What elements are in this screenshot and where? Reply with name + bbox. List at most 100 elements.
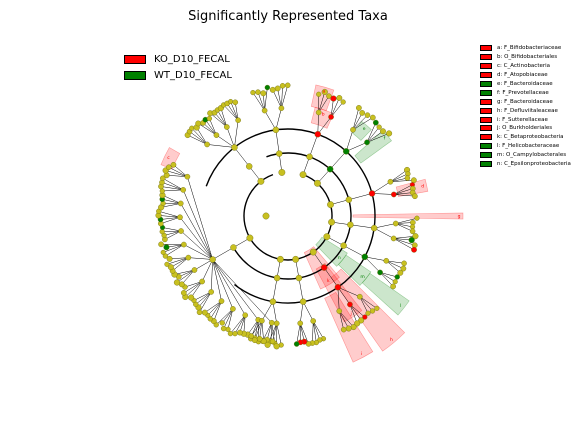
taxa-label: b: O_Bifidobacteriales [497,54,558,61]
family-node [377,269,383,276]
tree-edge [194,259,213,271]
genus-node [269,338,276,345]
clade-letter-d: d [421,184,424,190]
clade-letter-l: l [400,303,401,309]
genus-node [237,329,243,336]
taxa-label: d: F_Atopobiaceae [497,72,548,79]
family-node [364,139,370,146]
tree-edge [352,117,373,130]
genus-node [408,236,415,244]
family-node [392,220,399,227]
genus-node [189,125,195,131]
clade-letters: a b c d e f g h i j k l m n [167,90,460,358]
tree-edge [337,287,351,305]
taxa-label: n: C_Epsilonproteobacteria [497,161,571,168]
tree-edge [312,320,324,339]
genus-node [336,95,343,101]
tree-edge [234,120,239,148]
tree-edge [179,217,213,260]
tree-edge [181,269,195,285]
family-node [328,114,334,120]
tree-edge [266,322,272,340]
tree-edge [187,176,213,260]
tree-edge [251,320,263,337]
family-node [350,126,356,133]
taxa-legend-item: g: F_Bacteroidaceae [480,97,571,106]
taxa-label: m: O_Campylobacterales [497,152,567,159]
family-node [315,109,322,116]
taxa-legend-item: i: F_Sutterellaceae [480,115,571,124]
class-swatch-wt [124,71,146,80]
tree-edge [372,193,394,195]
tree-edge [165,170,188,177]
clade-letter-g: g [458,215,461,220]
taxa-legend-item: m: O_Campylobacterales [480,151,571,160]
tree-edge [386,260,405,264]
class-node [320,264,328,271]
clade-letter-f: f [384,135,386,141]
family-node [261,107,268,114]
class-node [347,221,354,228]
genus-node [256,335,263,342]
taxa-legend-item: d: F_Atopobiaceae [480,71,571,80]
tree-edge [164,230,182,236]
tree-edge [281,85,288,109]
tree-edge [330,98,334,117]
tree-edge [212,259,259,320]
genus-node [166,164,172,170]
tree-edge [220,108,228,128]
tree-edge [207,144,235,148]
order-node [361,253,369,261]
order-node [299,298,307,305]
genus-node [248,333,255,339]
genus-node [158,241,164,248]
tree-edge [380,272,398,278]
taxa-swatch [480,107,492,114]
order-node [370,224,378,232]
genus-node [273,343,280,350]
tree-edge [227,308,234,330]
class-node [230,244,237,251]
tree-edge [217,109,228,128]
tree-edge [158,211,181,218]
genus-node [251,337,258,344]
taxa-swatch [480,161,492,168]
tree-edge [395,223,413,232]
order-node [231,144,238,151]
tree-edge [349,304,358,324]
tree-edge [162,199,181,204]
class-node [345,196,353,203]
genus-node [196,309,203,316]
tree-edge [190,281,203,298]
genus-node [207,316,213,322]
tree-edge [390,177,408,182]
tree-edge [276,323,282,346]
tree-edge [343,245,365,258]
tree-edge [330,97,340,118]
genus-node [321,88,328,96]
genus-node [166,255,173,262]
phylum-node [276,255,284,263]
clade-letter-i: i [361,351,362,357]
phylum-node [299,171,307,179]
class-node [276,150,283,157]
genus-node [404,175,411,181]
tree-edge [261,320,264,342]
tree-edge [339,310,354,328]
genus-node [394,274,400,280]
genus-node [364,112,371,118]
taxa-label: a: F_Bifidobacteriaceae [497,45,562,52]
clade-letter-a: a [322,90,325,95]
genus-node [227,330,234,337]
taxa-label: l: F_Helicobacteraceae [497,143,560,150]
tree-edge [272,301,277,324]
tree-edge [386,260,404,269]
clade-letter-m: m [360,275,364,280]
tree-edge [174,269,195,275]
genus-node [409,228,416,235]
tree-edge [164,230,182,240]
tree-edge [275,108,282,130]
tree-edge [298,277,304,302]
tree-edge [199,291,212,313]
